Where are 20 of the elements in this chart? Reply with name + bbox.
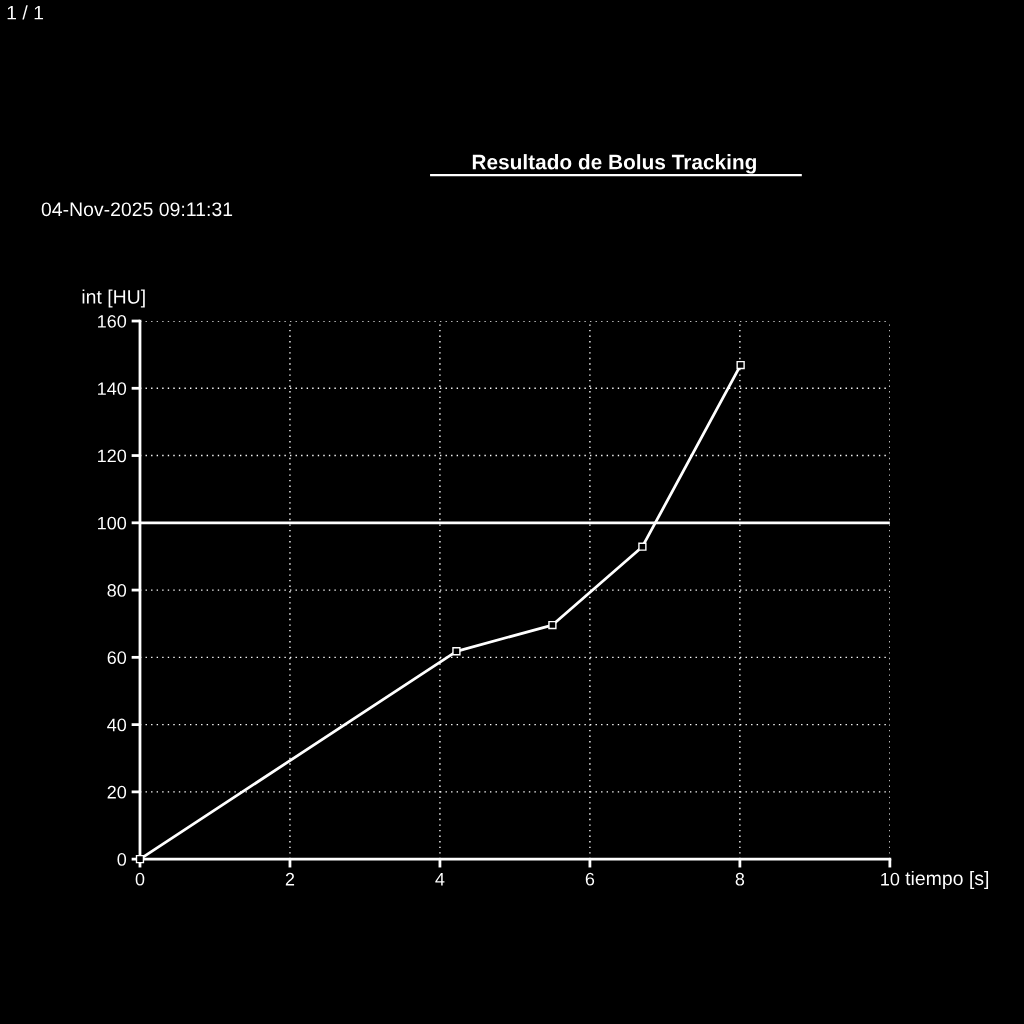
y-tick-label: 80 xyxy=(107,584,127,597)
y-tick-label: 160 xyxy=(98,314,127,328)
y-tick-label: 0 xyxy=(117,853,127,866)
y-tick-label: 40 xyxy=(107,718,127,732)
y-tick-label: 120 xyxy=(98,449,127,463)
y-tick-label: 20 xyxy=(107,785,127,799)
y-axis-title: int [HU] xyxy=(82,289,145,308)
chart-title: Resultado de Bolus Tracking xyxy=(472,154,756,174)
x-tick-label: 6 xyxy=(585,872,595,886)
x-axis-title: tiempo [s] xyxy=(905,870,989,890)
x-tick-label: 0 xyxy=(135,872,145,886)
y-tick-label: 140 xyxy=(98,382,127,396)
text: 1 / 1 xyxy=(7,5,44,20)
text: 04-Nov-2025 09:11:31 xyxy=(41,202,233,217)
y-tick-label: 60 xyxy=(107,651,127,665)
y-tick-label: 100 xyxy=(98,516,127,530)
x-tick-label: 10 xyxy=(881,872,900,886)
x-tick-label: 8 xyxy=(735,872,745,886)
x-tick-label: 2 xyxy=(285,872,295,886)
x-tick-label: 4 xyxy=(435,872,445,886)
